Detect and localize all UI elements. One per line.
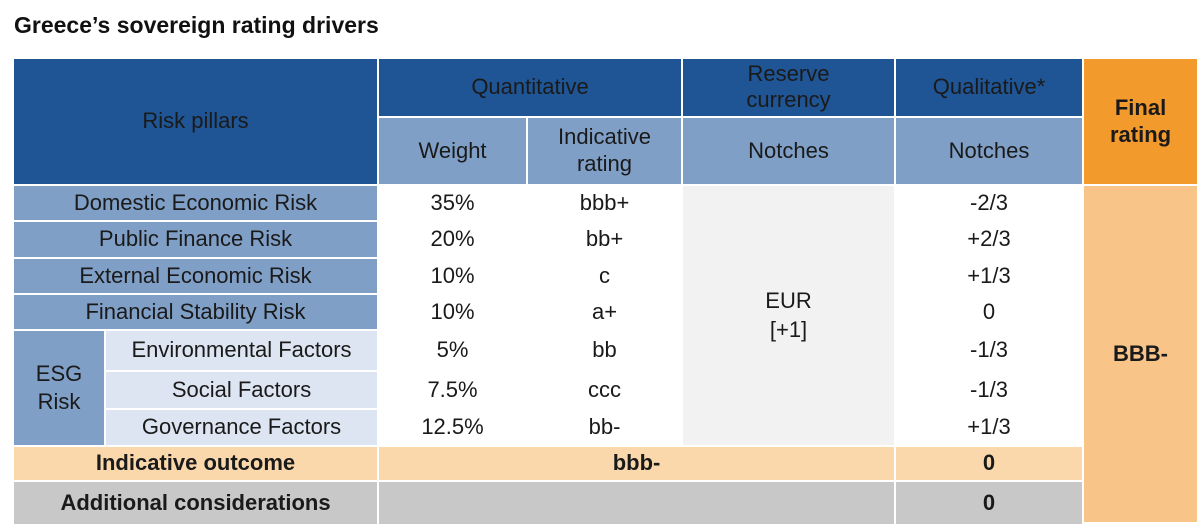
table-row: External Economic Risk 10% c +1/3: [14, 258, 1197, 295]
additional-considerations-blank: [379, 481, 897, 524]
header-final-rating: Final rating: [1084, 59, 1198, 187]
weight-cell: 10%: [379, 294, 529, 332]
rating-cell: bb: [528, 331, 684, 372]
final-rating-value: BBB-: [1084, 186, 1198, 524]
header-reserve-notches: Notches: [683, 117, 897, 187]
rating-cell: a+: [528, 294, 684, 332]
header-qualitative: Qualitative*: [896, 59, 1085, 118]
qualitative-cell: -1/3: [896, 331, 1085, 372]
header-reserve-currency: Reserve currency: [683, 59, 897, 118]
table-row: Financial Stability Risk 10% a+ 0: [14, 294, 1197, 332]
rating-cell: bbb+: [528, 186, 684, 223]
indicative-outcome-value: bbb-: [379, 447, 897, 482]
indicative-outcome-row: Indicative outcome bbb- 0: [14, 447, 1197, 482]
rating-cell: bb+: [528, 222, 684, 259]
esg-factor-label: Social Factors: [106, 371, 380, 410]
esg-risk-text: ESG Risk: [35, 360, 83, 415]
esg-factor-label: Environmental Factors: [106, 331, 380, 372]
qualitative-cell: -2/3: [896, 186, 1085, 223]
weight-cell: 20%: [379, 222, 529, 259]
table-row: Governance Factors 12.5% bb- +1/3: [14, 409, 1197, 448]
header-indicative-rating: Indicative rating: [528, 117, 684, 187]
qualitative-cell: -1/3: [896, 371, 1085, 410]
header-qualitative-notches: Notches: [896, 117, 1085, 187]
header-risk-pillars: Risk pillars: [14, 59, 380, 187]
rating-cell: ccc: [528, 371, 684, 410]
reserve-currency-value: EUR [+1]: [683, 186, 897, 448]
page-title: Greece’s sovereign rating drivers: [14, 12, 379, 38]
weight-cell: 7.5%: [379, 371, 529, 410]
pillar-label: External Economic Risk: [14, 258, 380, 295]
weight-cell: 10%: [379, 258, 529, 295]
table-row: ESG Risk Environmental Factors 5% bb -1/…: [14, 331, 1197, 448]
rating-cell: bb-: [528, 409, 684, 448]
reserve-currency-text: EUR [+1]: [765, 288, 812, 342]
table-row: Public Finance Risk 20% bb+ +2/3: [14, 222, 1197, 259]
header-weight: Weight: [379, 117, 529, 187]
qualitative-cell: 0: [896, 294, 1085, 332]
additional-considerations-label: Additional considerations: [14, 481, 380, 524]
pillar-label: Domestic Economic Risk: [14, 186, 380, 223]
pillar-label: Financial Stability Risk: [14, 294, 380, 332]
weight-cell: 35%: [379, 186, 529, 223]
header-quantitative: Quantitative: [379, 59, 684, 118]
additional-considerations-row: Additional considerations 0: [14, 481, 1197, 524]
rating-cell: c: [528, 258, 684, 295]
esg-risk-label: ESG Risk: [14, 331, 106, 448]
table-row: Social Factors 7.5% ccc -1/3: [14, 371, 1197, 410]
qualitative-cell: +1/3: [896, 258, 1085, 295]
table-row: Domestic Economic Risk 35% bbb+ EUR [+1]…: [14, 186, 1198, 524]
qualitative-cell: +2/3: [896, 222, 1085, 259]
esg-factor-label: Governance Factors: [106, 409, 380, 448]
indicative-outcome-qualitative: 0: [896, 447, 1085, 482]
weight-cell: 5%: [379, 331, 529, 372]
rating-drivers-table: Risk pillars Quantitative Reserve curren…: [14, 59, 1198, 524]
indicative-outcome-label: Indicative outcome: [14, 447, 380, 482]
qualitative-cell: +1/3: [896, 409, 1085, 448]
additional-considerations-qualitative: 0: [896, 481, 1085, 524]
pillar-label: Public Finance Risk: [14, 222, 380, 259]
weight-cell: 12.5%: [379, 409, 529, 448]
